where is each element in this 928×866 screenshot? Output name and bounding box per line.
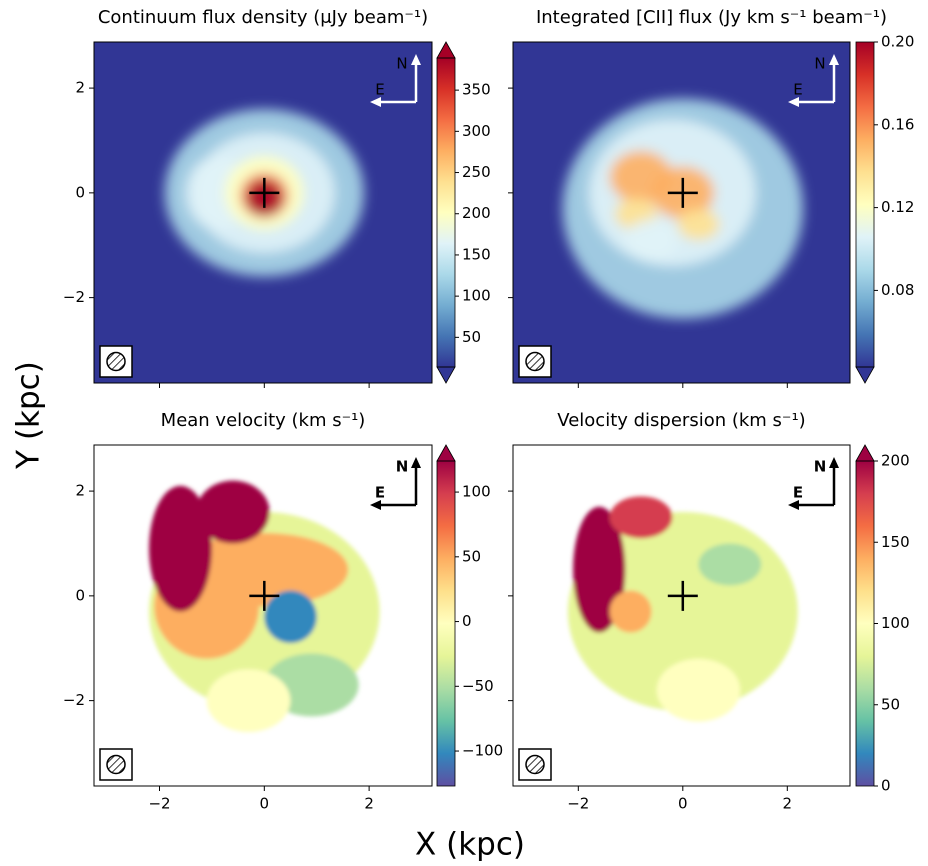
colorbar: [437, 58, 455, 367]
map-region: [609, 496, 673, 539]
panel-title: Continuum flux density (μJy beam⁻¹): [98, 7, 428, 28]
colorbar-tick-label: 0.12: [881, 198, 914, 216]
colorbar-tick-label: −100: [462, 742, 503, 760]
colorbar-tick-label: 0.16: [881, 115, 914, 133]
center-marker: [667, 580, 698, 611]
colorbar-tick-label: 200: [881, 452, 910, 470]
compass-east: E: [375, 81, 384, 99]
y-tick-label: 0: [75, 183, 85, 201]
y-axis-label: Y (kpc): [11, 361, 47, 470]
beam: [106, 351, 126, 372]
colorbar-extend-min: [436, 366, 456, 384]
colorbar: [437, 461, 455, 786]
x-tick-label: 2: [783, 795, 793, 813]
colorbar-tick-label: 200: [462, 204, 491, 222]
axes-frame: [512, 444, 851, 787]
panel-title: Velocity dispersion (km s⁻¹): [557, 410, 805, 431]
colorbar-tick-label: 0: [881, 777, 891, 795]
colorbar-tick-label: 50: [462, 547, 481, 565]
panel: Integrated [CII] flux (Jy km s⁻¹ beam⁻¹)…: [508, 7, 914, 388]
map-region: [264, 590, 317, 643]
compass-north: N: [396, 458, 409, 476]
y-tick-label: 0: [75, 586, 85, 604]
colorbar-extend-max: [436, 444, 456, 462]
map-region: [625, 219, 678, 261]
compass-head: [370, 457, 421, 510]
map-region: [206, 669, 291, 733]
axes-frame: [93, 41, 433, 384]
map-image: [562, 98, 803, 319]
compass-head: [788, 457, 839, 510]
colorbar-frame: [855, 41, 875, 368]
compass-head: [370, 54, 421, 107]
colorbar-tick-label: 100: [881, 614, 910, 632]
panel: Continuum flux density (μJy beam⁻¹) −2 0 2 N…: [63, 7, 491, 388]
compass-east: E: [793, 484, 803, 502]
beam: [106, 754, 126, 775]
axes-frame: [93, 444, 433, 787]
compass-head: [788, 54, 839, 107]
colorbar-tick-label: 150: [462, 245, 491, 263]
map-region: [656, 658, 741, 722]
x-axis-label: X (kpc): [415, 827, 525, 863]
x-tick-label: −2: [567, 795, 589, 813]
panel-title: Mean velocity (km s⁻¹): [161, 410, 366, 431]
compass-north: N: [814, 458, 827, 476]
colorbar-tick-label: 100: [462, 287, 491, 305]
x-tick-label: −2: [148, 795, 170, 813]
panel: Mean velocity (km s⁻¹) −2 0 2 −2 0 2 NE −100 −50 0…: [63, 410, 503, 813]
colorbar-extend-max: [436, 41, 456, 59]
x-tick-label: 2: [364, 795, 374, 813]
colorbar-extend-min: [855, 366, 875, 384]
colorbar-tick-label: 0: [462, 612, 472, 630]
y-tick-label: −2: [63, 691, 85, 709]
compass-north: N: [814, 55, 825, 73]
colorbar: [856, 42, 874, 367]
colorbar-tick-label: 300: [462, 122, 491, 140]
center-marker: [249, 580, 280, 611]
y-tick-label: 2: [75, 79, 85, 97]
colorbar: [856, 461, 874, 786]
map-region: [698, 543, 762, 586]
colorbar-tick-label: 50: [462, 328, 481, 346]
panel-title: Integrated [CII] flux (Jy km s⁻¹ beam⁻¹): [536, 7, 887, 28]
colorbar-tick-label: 250: [462, 163, 491, 181]
x-tick-label: 0: [260, 795, 270, 813]
compass-east: E: [793, 81, 802, 99]
compass-north: N: [396, 55, 407, 73]
colorbar-extend-max: [855, 444, 875, 462]
colorbar-tick-label: 0.20: [881, 33, 914, 51]
map-region: [149, 485, 212, 612]
x-tick-label: 0: [678, 795, 688, 813]
map-region: [609, 590, 652, 633]
map-image: [567, 496, 798, 722]
map-region: [196, 480, 270, 544]
map-image: [149, 480, 380, 733]
map-region: [677, 208, 720, 241]
colorbar-tick-label: 0.08: [881, 281, 914, 299]
center-marker: [667, 177, 698, 208]
center-marker: [249, 177, 280, 208]
colorbar-frame: [436, 460, 456, 787]
colorbar-tick-label: 100: [462, 483, 491, 501]
axes-frame: [512, 41, 851, 384]
compass-east: E: [375, 484, 385, 502]
colorbar-frame: [436, 57, 456, 368]
map-region: [180, 533, 349, 607]
y-tick-label: 2: [75, 482, 85, 500]
beam: [525, 351, 545, 372]
beam: [525, 754, 545, 775]
colorbar-tick-label: −50: [462, 677, 494, 695]
map-region: [573, 506, 626, 633]
panel: Velocity dispersion (km s⁻¹) −2 0 2 NE 0 50 100…: [508, 410, 910, 813]
beam-box: [518, 345, 552, 378]
colorbar-tick-label: 150: [881, 533, 910, 551]
colorbar-tick-label: 50: [881, 695, 900, 713]
y-tick-label: −2: [63, 288, 85, 306]
colorbar-tick-label: 350: [462, 81, 491, 99]
